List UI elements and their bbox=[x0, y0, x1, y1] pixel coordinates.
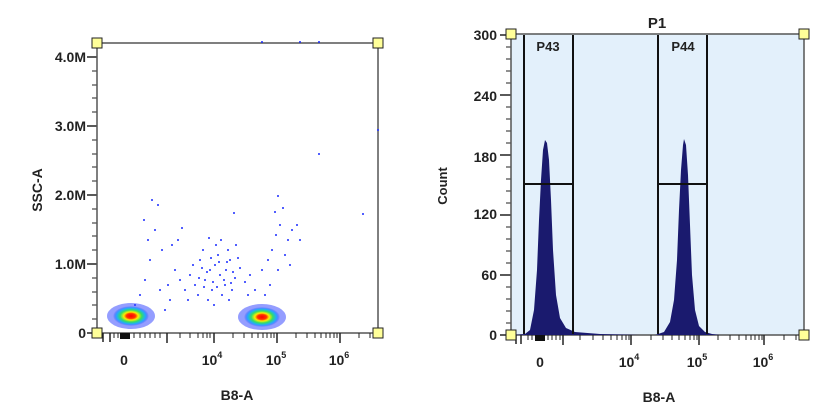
scatter-plot-panel: SSC-A 4.0M 3.0M 2.0M 1.0M 0 bbox=[0, 0, 400, 413]
histogram-peak-negative bbox=[513, 140, 640, 335]
x-tick-label: 105 bbox=[266, 350, 287, 368]
histogram-plot: P1 Count 300 240 180 120 60 0 P43 P44 bbox=[435, 15, 810, 405]
y-tick-label: 4.0M bbox=[55, 49, 86, 65]
positive-cluster bbox=[244, 307, 280, 327]
x-tick-label: 104 bbox=[619, 352, 640, 370]
scatter-plot: SSC-A 4.0M 3.0M 2.0M 1.0M 0 bbox=[29, 37, 384, 403]
y-tick-label: 180 bbox=[474, 149, 498, 165]
scatter-events bbox=[134, 41, 379, 311]
resize-handle[interactable] bbox=[798, 28, 810, 40]
x-tick-label: 104 bbox=[202, 350, 223, 368]
resize-handle[interactable] bbox=[505, 28, 517, 40]
y-tick-label: 2.0M bbox=[55, 187, 86, 203]
resize-handle[interactable] bbox=[91, 327, 103, 339]
x-tick-label: 0 bbox=[536, 354, 544, 370]
x-tick-label: 106 bbox=[753, 352, 774, 370]
y-tick-label: 3.0M bbox=[55, 118, 86, 134]
y-tick-label: 300 bbox=[474, 27, 498, 43]
y-axis-label: SSC-A bbox=[29, 168, 45, 212]
histogram-panel: P1 Count 300 240 180 120 60 0 P43 P44 bbox=[400, 0, 826, 413]
histogram-peak-positive bbox=[655, 139, 720, 335]
resize-handle[interactable] bbox=[91, 37, 103, 49]
y-tick-label: 120 bbox=[474, 206, 498, 222]
x-tick-label: 0 bbox=[120, 352, 128, 368]
y-tick-label: 60 bbox=[481, 267, 497, 283]
y-tick-label: 0 bbox=[78, 325, 86, 341]
resize-handle[interactable] bbox=[505, 329, 517, 341]
x-axis-label: B8-A bbox=[221, 387, 254, 403]
x-tick-label: 106 bbox=[329, 350, 350, 368]
scatter-plot-area[interactable] bbox=[96, 42, 379, 334]
x-axis-label: B8-A bbox=[643, 389, 676, 405]
y-tick-label: 240 bbox=[474, 88, 498, 104]
y-tick-label: 0 bbox=[489, 327, 497, 343]
resize-handle[interactable] bbox=[372, 37, 384, 49]
resize-handle[interactable] bbox=[798, 329, 810, 341]
resize-handle[interactable] bbox=[372, 327, 384, 339]
negative-cluster bbox=[113, 306, 149, 326]
y-tick-label: 1.0M bbox=[55, 256, 86, 272]
y-axis-label: Count bbox=[435, 167, 450, 205]
gate-label-p44: P44 bbox=[671, 39, 695, 54]
x-tick-label: 105 bbox=[687, 352, 708, 370]
chart-title: P1 bbox=[648, 15, 666, 32]
gate-label-p43: P43 bbox=[536, 39, 559, 54]
